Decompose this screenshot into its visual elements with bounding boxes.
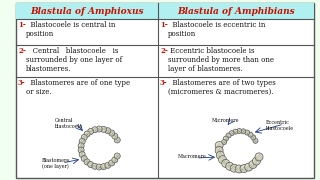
Circle shape [96,164,102,170]
Circle shape [109,130,115,136]
Text: Micromere: Micromere [212,118,239,123]
Circle shape [249,161,257,168]
Circle shape [84,159,90,165]
Circle shape [240,165,248,173]
Circle shape [230,164,238,172]
Text: 1-: 1- [18,21,26,29]
Circle shape [114,137,120,143]
Circle shape [79,152,85,158]
Circle shape [216,151,224,159]
Circle shape [235,165,243,173]
Circle shape [114,153,120,159]
Circle shape [222,159,230,167]
Text: 2-: 2- [18,47,26,55]
Circle shape [112,133,118,139]
Circle shape [215,147,223,154]
FancyBboxPatch shape [16,3,314,178]
Text: 1-: 1- [160,21,168,29]
Circle shape [79,138,85,144]
Circle shape [105,162,111,168]
Circle shape [105,128,111,134]
Text: Central
blastocoele: Central blastocoele [55,118,83,129]
Text: Eccentric blastocoele is
surrounded by more than one
layer of blastomeres.: Eccentric blastocoele is surrounded by m… [168,47,274,73]
Circle shape [81,156,87,161]
Circle shape [244,130,250,135]
Circle shape [226,162,234,170]
Circle shape [252,157,260,165]
Text: Macromere: Macromere [178,154,207,159]
Circle shape [78,147,84,153]
Circle shape [215,141,223,150]
Circle shape [229,131,234,136]
Circle shape [96,126,102,132]
Text: Blastula of Amphibians: Blastula of Amphibians [177,6,295,15]
Circle shape [92,163,98,169]
Text: Central   blastocoele   is
surrounded by one layer of
blastomeres.: Central blastocoele is surrounded by one… [26,47,122,73]
Circle shape [248,132,253,137]
Text: Blastomeres are of one type
or size.: Blastomeres are of one type or size. [26,79,130,96]
Circle shape [109,160,115,166]
Circle shape [112,157,118,163]
Circle shape [226,133,231,138]
Circle shape [84,131,90,137]
Text: 2-: 2- [160,47,168,55]
Circle shape [223,136,228,141]
Circle shape [101,126,107,132]
Circle shape [101,164,107,170]
Circle shape [237,129,242,134]
Text: 3-: 3- [160,79,168,87]
Circle shape [245,163,253,171]
FancyBboxPatch shape [16,3,158,19]
Circle shape [233,129,238,134]
FancyBboxPatch shape [158,3,314,19]
Circle shape [221,140,227,145]
Circle shape [81,134,87,140]
Text: Blastomeres are of two types
(micromeres & macromeres).: Blastomeres are of two types (micromeres… [168,79,276,96]
Circle shape [255,153,263,161]
Circle shape [241,129,246,134]
Circle shape [92,127,98,133]
Circle shape [88,129,94,134]
Circle shape [219,156,227,164]
Text: Blastomere
(one layer): Blastomere (one layer) [42,158,70,169]
Text: Blastocoele is eccentric in
position: Blastocoele is eccentric in position [168,21,265,38]
Circle shape [251,135,256,140]
Circle shape [253,138,258,143]
Text: Blastula of Amphioxus: Blastula of Amphioxus [30,6,144,15]
Text: 3-: 3- [18,79,26,87]
Circle shape [78,143,84,149]
Text: Eccentric
blastocoele: Eccentric blastocoele [266,120,294,131]
Circle shape [88,162,94,168]
Text: Blastocoele is central in
position: Blastocoele is central in position [26,21,116,38]
